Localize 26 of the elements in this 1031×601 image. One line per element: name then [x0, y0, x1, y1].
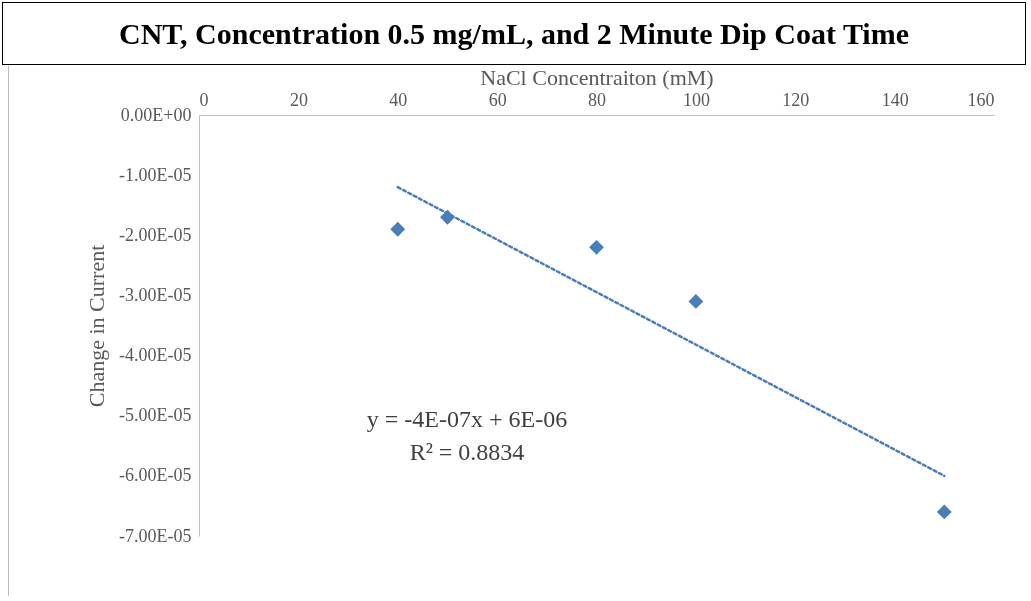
- y-tick-label: -3.00E-05: [119, 284, 192, 305]
- y-tick-label: 0.00E+00: [120, 104, 192, 125]
- y-tick-label: -4.00E-05: [119, 345, 192, 366]
- x-tick-label: 0: [199, 89, 209, 110]
- y-tick-label: -6.00E-05: [119, 465, 192, 486]
- annotation: y = -4E-07x + 6E-06: [366, 406, 568, 432]
- x-tick-label: 40: [389, 89, 408, 110]
- x-tick-label: 80: [588, 89, 606, 110]
- x-tick-label: 140: [881, 89, 909, 110]
- y-tick-label: -1.00E-05: [119, 164, 192, 185]
- x-tick-label: 100: [682, 89, 710, 110]
- x-tick-label: 60: [488, 89, 507, 110]
- x-axis-title: NaCl Concentraiton (mM): [480, 64, 714, 90]
- point: [390, 221, 406, 237]
- point: [589, 239, 604, 255]
- x-tick-label: 20: [289, 89, 308, 110]
- y-tick-label: -2.00E-05: [119, 224, 192, 245]
- point: [936, 504, 952, 520]
- x-tick-label: 120: [782, 89, 810, 110]
- chart-title: CNT, Concentration 0.5 mg/mL, and 2 Minute Dip Coat Time: [2, 2, 1026, 65]
- y-tick-label: -5.00E-05: [119, 405, 192, 426]
- x-tick-label: 160: [967, 89, 995, 110]
- y-axis-title: Change in Current: [84, 244, 110, 408]
- annotation: R² = 0.8834: [409, 439, 525, 465]
- point: [688, 294, 704, 309]
- y-tick-label: -7.00E-05: [119, 525, 192, 546]
